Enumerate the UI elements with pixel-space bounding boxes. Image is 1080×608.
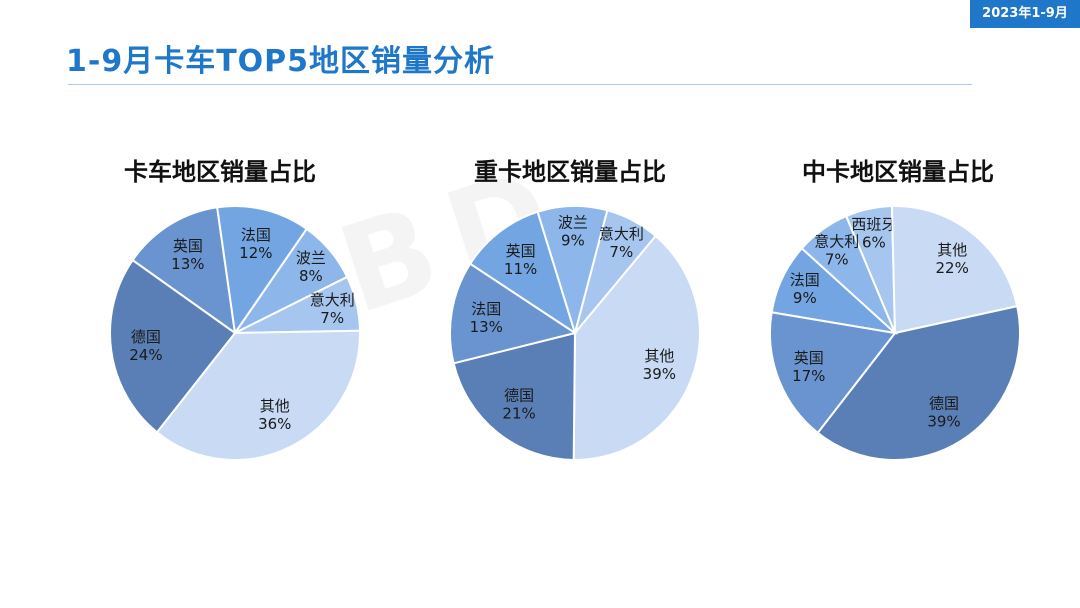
pie-slice: [769, 311, 897, 435]
pie-slice: [452, 331, 577, 462]
pie-slice: [468, 210, 577, 336]
slice-percent-label: 9%: [793, 289, 817, 307]
pie-slice: [155, 329, 361, 461]
pie-slice: [800, 214, 896, 334]
pie-slice: [216, 205, 309, 336]
slice-percent-label: 22%: [936, 259, 969, 277]
slice-label: 德国: [131, 328, 161, 346]
slice-label: 其他: [644, 347, 674, 365]
slice-percent-label: 7%: [825, 250, 849, 268]
slice-label: 英国: [794, 349, 824, 367]
slice-label: 意大利: [814, 232, 859, 250]
slice-percent-label: 7%: [609, 243, 633, 261]
slice-percent-label: 11%: [504, 260, 537, 278]
pie-slice: [449, 262, 578, 365]
slice-label: 波兰: [558, 213, 588, 231]
slice-label: 德国: [929, 395, 959, 413]
slice-percent-label: 17%: [792, 367, 825, 385]
slice-percent-label: 39%: [643, 365, 676, 383]
slice-label: 西班牙: [851, 216, 896, 234]
slice-label: 法国: [241, 226, 271, 244]
slice-label: 英国: [506, 242, 536, 260]
slice-percent-label: 36%: [258, 415, 291, 433]
slice-label: 法国: [471, 300, 501, 318]
date-badge: 2023年1-9月: [970, 0, 1080, 28]
chart-title-heavy-truck: 重卡地区销量占比: [474, 158, 666, 186]
slice-percent-label: 21%: [502, 405, 535, 423]
slice-label: 法国: [790, 271, 820, 289]
slice-percent-label: 12%: [239, 244, 272, 262]
slice-percent-label: 24%: [129, 346, 162, 364]
chart-title-truck: 卡车地区销量占比: [124, 158, 316, 186]
pie-slice: [816, 304, 1021, 461]
slice-label: 意大利: [310, 291, 355, 309]
slice-label: 德国: [504, 387, 534, 405]
pie-slice: [131, 206, 237, 336]
slice-label: 其他: [260, 397, 290, 415]
slice-label: 意大利: [599, 225, 644, 243]
slice-percent-label: 13%: [470, 318, 503, 336]
chart-title-medium-truck: 中卡地区销量占比: [802, 158, 994, 186]
pie-slice: [890, 205, 1019, 335]
slice-label: 其他: [937, 241, 967, 259]
slice-percent-label: 13%: [171, 255, 204, 273]
slice-percent-label: 6%: [862, 234, 886, 252]
slice-label: 波兰: [296, 249, 326, 267]
slice-percent-label: 9%: [561, 231, 585, 249]
slice-percent-label: 39%: [927, 413, 960, 431]
slice-label: 英国: [173, 237, 203, 255]
pie-slice: [572, 234, 701, 461]
slice-percent-label: 8%: [299, 267, 323, 285]
slice-percent-label: 7%: [320, 309, 344, 327]
pie-slice: [109, 258, 237, 434]
page-title: 1-9月卡车TOP5地区销量分析: [66, 44, 496, 79]
title-divider: [68, 84, 972, 85]
